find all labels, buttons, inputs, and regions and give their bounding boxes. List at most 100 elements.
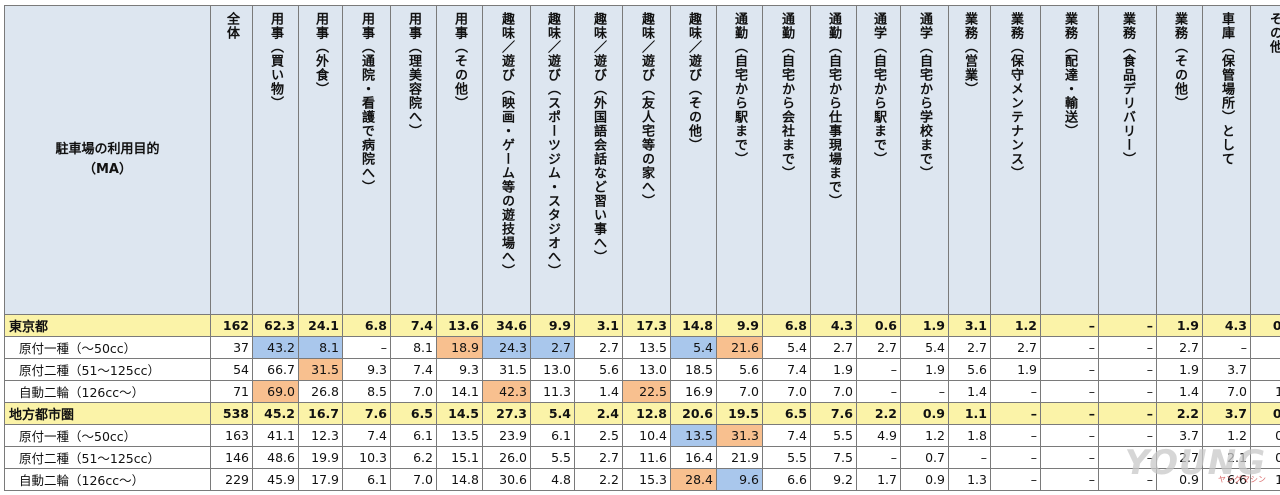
- table-cell: –: [1251, 337, 1280, 359]
- table-cell: 1.9: [991, 359, 1041, 381]
- table-cell: 16.7: [299, 403, 343, 425]
- row-label: 地方都市圏: [5, 403, 211, 425]
- table-cell: 7.0: [763, 381, 811, 403]
- table-cell: 15.3: [623, 469, 671, 491]
- row-label: 原付二種（51～125cc）: [5, 359, 211, 381]
- table-cell: –: [1099, 315, 1157, 337]
- table-cell: 9.2: [811, 469, 857, 491]
- table-cell: –: [1251, 359, 1280, 381]
- table-cell: –: [1041, 425, 1099, 447]
- table-cell: 2.7: [811, 337, 857, 359]
- table-cell: 42.3: [483, 381, 531, 403]
- column-header-label: 車庫（保管場所）として: [1219, 12, 1234, 166]
- table-cell: –: [991, 447, 1041, 469]
- table-cell: 1.4: [575, 381, 623, 403]
- table-cell: 13.0: [531, 359, 575, 381]
- table-cell: –: [1099, 337, 1157, 359]
- table-cell: –: [1041, 381, 1099, 403]
- table-cell: 27.3: [483, 403, 531, 425]
- table-cell: 16.4: [671, 447, 717, 469]
- row-label: 原付二種（51～125cc）: [5, 447, 211, 469]
- table-cell: 5.4: [763, 337, 811, 359]
- table-cell: 20.6: [671, 403, 717, 425]
- table-cell: 6.1: [531, 425, 575, 447]
- table-cell: 13.6: [437, 315, 483, 337]
- table-cell: 48.6: [253, 447, 299, 469]
- table-cell: 1.9: [1157, 359, 1203, 381]
- column-header-label: 用事（買い物）: [268, 12, 283, 110]
- table-cell: 6.5: [763, 403, 811, 425]
- table-cell: 162: [211, 315, 253, 337]
- table-cell: 34.6: [483, 315, 531, 337]
- table-cell: 7.6: [811, 403, 857, 425]
- table-cell: 7.4: [763, 425, 811, 447]
- table-cell: 16.9: [671, 381, 717, 403]
- column-header: 趣味／遊び（スポーツジム・スタジオへ）: [531, 6, 575, 315]
- table-cell: 2.4: [575, 403, 623, 425]
- column-header: 業務（配達・輸送）: [1041, 6, 1099, 315]
- column-header-label: 用事（外食）: [313, 12, 328, 96]
- column-header-label: 通学（自宅から駅まで）: [871, 12, 886, 166]
- table-cell: 2.2: [575, 469, 623, 491]
- header-row: 駐車場の利用目的（MA） 全体用事（買い物）用事（外食）用事（通院・看護で病院へ…: [5, 6, 1280, 315]
- table-cell: 0.7: [901, 447, 949, 469]
- table-cell: –: [343, 337, 391, 359]
- table-cell: 5.6: [575, 359, 623, 381]
- table-cell: 13.5: [623, 337, 671, 359]
- table-cell: 7.4: [763, 359, 811, 381]
- column-header-label: 用事（その他）: [452, 12, 467, 110]
- table-cell: 538: [211, 403, 253, 425]
- table-cell: 4.3: [1203, 315, 1251, 337]
- table-cell: –: [991, 403, 1041, 425]
- table-cell: 9.6: [717, 469, 763, 491]
- column-header: 車庫（保管場所）として: [1203, 6, 1251, 315]
- table-cell: 17.3: [623, 315, 671, 337]
- watermark-logo: YOUNG ヤングマシン: [1122, 445, 1272, 485]
- table-cell: 9.3: [343, 359, 391, 381]
- table-cell: –: [991, 381, 1041, 403]
- column-header-label: 通勤（自宅から駅まで）: [732, 12, 747, 166]
- table-cell: 7.4: [391, 315, 437, 337]
- table-cell: 7.0: [391, 381, 437, 403]
- table-cell: 5.5: [763, 447, 811, 469]
- table-cell: –: [901, 381, 949, 403]
- table-cell: 11.6: [623, 447, 671, 469]
- column-header: 用事（その他）: [437, 6, 483, 315]
- column-header-label: 趣味／遊び（スポーツジム・スタジオへ）: [545, 12, 560, 278]
- table-cell: 37: [211, 337, 253, 359]
- column-header-label: 業務（食品デリバリー）: [1120, 12, 1135, 166]
- table-cell: 1.9: [1157, 315, 1203, 337]
- table-cell: 62.3: [253, 315, 299, 337]
- table-cell: 1.9: [811, 359, 857, 381]
- table-cell: 9.3: [437, 359, 483, 381]
- table-cell: 13.5: [437, 425, 483, 447]
- table-container: 駐車場の利用目的（MA） 全体用事（買い物）用事（外食）用事（通院・看護で病院へ…: [4, 5, 1276, 485]
- table-cell: 1.2: [991, 315, 1041, 337]
- table-cell: 26.0: [483, 447, 531, 469]
- table-cell: 6.1: [391, 425, 437, 447]
- table-cell: 12.8: [623, 403, 671, 425]
- table-cell: 30.6: [483, 469, 531, 491]
- table-cell: 7.0: [391, 469, 437, 491]
- table-cell: 146: [211, 447, 253, 469]
- table-cell: 9.9: [717, 315, 763, 337]
- table-cell: 4.8: [531, 469, 575, 491]
- column-header-label: 通勤（自宅から仕事現場まで）: [826, 12, 841, 208]
- table-cell: 45.9: [253, 469, 299, 491]
- table-cell: 10.3: [343, 447, 391, 469]
- table-cell: 5.4: [531, 403, 575, 425]
- table-cell: 31.5: [299, 359, 343, 381]
- table-cell: 0.6: [1251, 315, 1280, 337]
- table-cell: 2.7: [531, 337, 575, 359]
- table-cell: –: [1099, 359, 1157, 381]
- table-cell: 69.0: [253, 381, 299, 403]
- table-cell: 13.5: [671, 425, 717, 447]
- column-header-label: 業務（その他）: [1172, 12, 1187, 110]
- column-header-label: 趣味／遊び（友人宅等の家へ）: [639, 12, 654, 208]
- column-header: 全体: [211, 6, 253, 315]
- table-cell: 5.5: [811, 425, 857, 447]
- column-header-label: 業務（営業）: [962, 12, 977, 96]
